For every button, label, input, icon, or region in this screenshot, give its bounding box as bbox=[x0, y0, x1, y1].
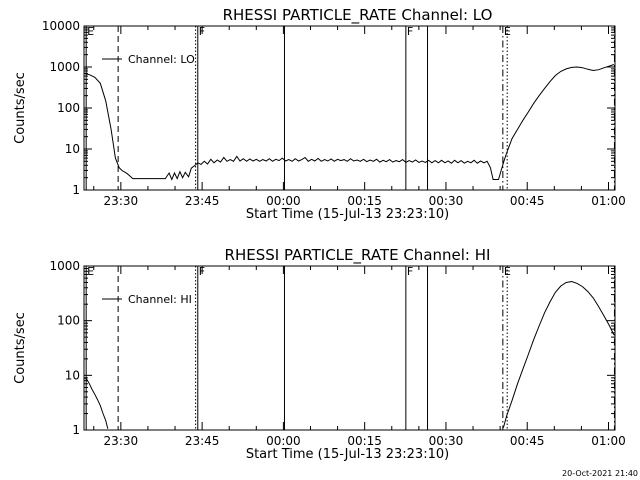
x-tick-label: 00:30 bbox=[429, 434, 464, 448]
x-tick-label: 01:00 bbox=[591, 194, 626, 208]
plot-frame bbox=[83, 265, 616, 431]
y-tick-label: 1 bbox=[72, 183, 80, 197]
event-marker-letter: E bbox=[87, 265, 94, 278]
x-axis-label: Start Time (15-Jul-13 23:23:10) bbox=[246, 447, 449, 462]
print-timestamp: 20-Oct-2021 21:40 bbox=[562, 469, 638, 478]
chart-title: RHESSI PARTICLE_RATE Channel: LO bbox=[223, 6, 493, 25]
event-marker-letter: E bbox=[504, 25, 511, 38]
x-tick-label: 23:30 bbox=[104, 434, 139, 448]
event-marker-letter: F bbox=[407, 265, 413, 278]
y-tick-label: 1000 bbox=[49, 259, 80, 273]
y-axis-label: Counts/sec bbox=[13, 312, 28, 384]
y-tick-label: 100 bbox=[57, 101, 80, 115]
event-marker-letter: F bbox=[199, 265, 205, 278]
x-tick-label: 00:00 bbox=[266, 194, 301, 208]
chart-title: RHESSI PARTICLE_RATE Channel: HI bbox=[225, 246, 491, 265]
y-tick-label: 100 bbox=[57, 314, 80, 328]
y-tick-label: 1 bbox=[72, 423, 80, 437]
chart-panel-hi: RHESSI PARTICLE_RATE Channel: HI 1 10 100 10… bbox=[13, 246, 626, 462]
plot-frame bbox=[83, 25, 616, 191]
series-line bbox=[83, 64, 615, 181]
x-axis-label: Start Time (15-Jul-13 23:23:10) bbox=[246, 207, 449, 222]
event-marker-letter: F bbox=[407, 25, 413, 38]
y-axis-label: Counts/sec bbox=[13, 72, 28, 144]
x-tick-label: 23:45 bbox=[185, 434, 220, 448]
x-tick-label: 01:00 bbox=[591, 434, 626, 448]
x-tick-label: 00:00 bbox=[266, 434, 301, 448]
x-tick-label: 00:30 bbox=[429, 194, 464, 208]
x-tick-label: 00:45 bbox=[510, 194, 545, 208]
series-line bbox=[83, 377, 109, 429]
chart-panel-lo: RHESSI PARTICLE_RATE Channel: LO 1 10 100 10… bbox=[13, 6, 626, 222]
x-tick-label: 00:45 bbox=[510, 434, 545, 448]
series-line bbox=[502, 280, 615, 428]
y-tick-label: 10 bbox=[65, 142, 80, 156]
event-marker-letter: F bbox=[199, 25, 205, 38]
y-tick-label: 10 bbox=[65, 368, 80, 382]
x-tick-label: 23:30 bbox=[104, 194, 139, 208]
y-tick-label: 1000 bbox=[49, 60, 80, 74]
x-tick-label: 00:15 bbox=[347, 194, 382, 208]
event-marker-letter: E bbox=[504, 265, 511, 278]
legend-label: Channel: HI bbox=[128, 293, 192, 306]
x-tick-label: 00:15 bbox=[347, 434, 382, 448]
x-tick-label: 23:45 bbox=[185, 194, 220, 208]
legend-label: Channel: LO bbox=[128, 53, 195, 66]
event-marker-letter: E bbox=[87, 25, 94, 38]
y-tick-label: 10000 bbox=[42, 19, 80, 33]
